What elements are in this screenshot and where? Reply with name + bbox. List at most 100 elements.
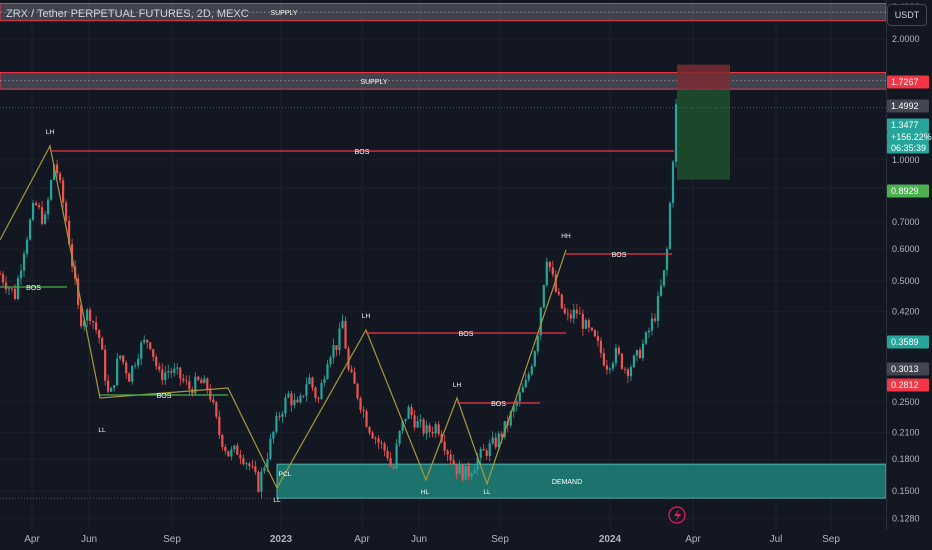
candle-body — [266, 458, 269, 468]
candle-body — [497, 433, 500, 448]
candle-body — [239, 454, 242, 459]
price-badge — [887, 335, 929, 349]
candle-body — [143, 339, 146, 343]
candle-body — [290, 393, 293, 406]
candle-body — [25, 239, 29, 254]
candle-body — [110, 387, 113, 392]
candle-body — [503, 421, 506, 437]
stop-loss-zone — [677, 64, 730, 90]
candle-body — [536, 335, 539, 352]
swing-label: LH — [453, 382, 462, 389]
candle-body — [80, 305, 83, 327]
price-badge — [887, 378, 929, 392]
candle-body — [443, 441, 446, 451]
candle-body — [224, 447, 227, 452]
candle-body — [560, 294, 563, 309]
candle-body — [248, 463, 251, 467]
candle-body — [380, 442, 383, 444]
candle-body — [539, 307, 542, 336]
candle-body — [533, 351, 536, 367]
price-badge — [887, 131, 929, 143]
candle-body — [554, 274, 557, 292]
candle-body — [58, 173, 62, 181]
swing-label: LH — [46, 129, 55, 136]
price-badge — [887, 99, 929, 113]
candle-body — [407, 407, 410, 419]
candle-body — [146, 339, 149, 343]
price-axis[interactable] — [886, 0, 932, 530]
candle-body — [617, 347, 621, 354]
candle-body — [455, 463, 458, 474]
candle-body — [590, 327, 593, 331]
candle-body — [578, 313, 581, 315]
candle-body — [161, 369, 164, 381]
candle-body — [659, 285, 663, 296]
candle-body — [104, 349, 107, 381]
candle-body — [281, 413, 284, 417]
candle-body — [431, 431, 434, 434]
candle-body — [470, 473, 473, 477]
candle-body — [665, 248, 669, 271]
candle-body — [278, 415, 281, 417]
candle-body — [113, 385, 116, 388]
candle-body — [479, 448, 482, 458]
bos-label: BOS — [355, 149, 370, 156]
candle-body — [635, 350, 639, 356]
price-badge — [887, 118, 929, 132]
candle-body — [644, 332, 648, 344]
x-tick-label: Apr — [354, 534, 370, 545]
y-tick-label: 0.2500 — [892, 397, 920, 407]
candle-body — [674, 104, 678, 163]
candle-body — [482, 448, 485, 451]
candle-body — [527, 374, 530, 380]
candle-body — [572, 309, 575, 319]
candle-body — [179, 367, 182, 379]
price-badge-label: 0.3589 — [891, 337, 919, 347]
candle-body — [401, 421, 404, 432]
candle-body — [410, 407, 413, 416]
symbol-title: ZRX / Tether PERPETUAL FUTURES, 2D, MEXC — [6, 8, 249, 20]
candle-body — [296, 399, 299, 403]
supply-zone-label: SUPPLY — [270, 10, 297, 17]
price-badges: 1.7267 1.4992 1.3477 +156.22%06:35:39 0.8929… — [887, 75, 932, 392]
candle-body — [272, 431, 275, 439]
candle-body — [602, 353, 605, 366]
candle-body — [545, 261, 548, 285]
candle-body — [620, 353, 624, 369]
candle-body — [386, 450, 389, 459]
candle-body — [245, 463, 248, 465]
currency-button[interactable]: USDT — [887, 4, 927, 26]
candle-body — [368, 427, 371, 433]
candle-body — [185, 380, 188, 382]
candle-body — [257, 471, 260, 492]
y-tick-label: 2.0000 — [892, 34, 920, 44]
candle-body — [119, 355, 122, 359]
swing-label: HH — [561, 233, 571, 240]
y-tick-label: 0.1280 — [892, 514, 920, 524]
candle-body — [464, 465, 467, 480]
candle-body — [509, 411, 512, 426]
lightning-icon[interactable] — [668, 506, 686, 524]
price-badge-label: 1.3477 — [891, 120, 919, 130]
price-badge — [887, 142, 929, 154]
candle-body — [593, 330, 596, 337]
candle-body — [203, 378, 206, 384]
candle-body — [242, 458, 245, 465]
candle-body — [452, 460, 455, 464]
candle-body — [599, 340, 602, 354]
candle-body — [4, 282, 8, 290]
candle-body — [392, 466, 395, 469]
candle-body — [548, 261, 551, 268]
bos-label: BOS — [157, 393, 172, 400]
candle-body — [404, 418, 407, 422]
candle-body — [491, 437, 494, 444]
candle-body — [194, 376, 197, 394]
candle-body — [623, 368, 627, 370]
candle-body — [596, 336, 599, 341]
candle-body — [251, 466, 254, 467]
candle-body — [611, 363, 615, 369]
candle-body — [314, 387, 317, 399]
candle-body — [227, 451, 230, 457]
candle-body — [359, 398, 362, 410]
